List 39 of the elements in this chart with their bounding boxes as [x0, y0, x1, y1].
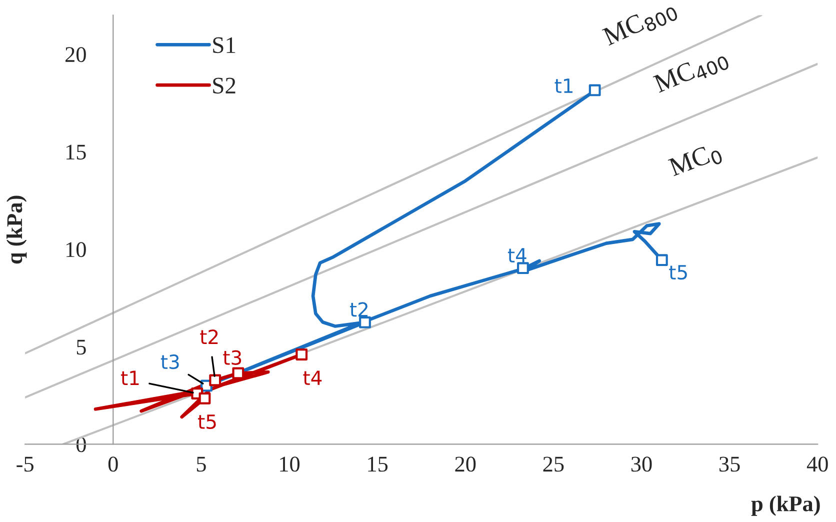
data-label: t4: [303, 370, 322, 385]
data-label: t4: [508, 248, 526, 262]
point: [296, 348, 308, 360]
data-label: t2: [200, 330, 218, 344]
point: [359, 316, 371, 328]
x-tick-label: 40: [806, 456, 828, 472]
text: MC$_{800}$: [602, 0, 679, 50]
point: [588, 84, 601, 96]
data-label: t2: [350, 302, 368, 317]
point: [232, 367, 244, 380]
data-label: t1: [121, 370, 139, 385]
text: MC$_{400}$: [652, 48, 730, 97]
y-axis-title: q (kPa): [6, 196, 27, 264]
y-tick-label: 20: [66, 47, 86, 62]
y-tick-label: 5: [76, 340, 86, 355]
y-tick-label: 15: [66, 144, 86, 160]
x-tick-label: 0: [108, 456, 118, 472]
x-tick-label: 35: [720, 456, 740, 472]
x-tick-label: 5: [196, 456, 206, 472]
data-label: t5: [198, 414, 216, 430]
y-tick-label: 10: [66, 242, 86, 258]
legend-label: S1: [213, 37, 236, 54]
data-label: t1: [554, 78, 572, 93]
x-axis-title: p (kPa): [751, 496, 820, 516]
legend-label: S2: [213, 78, 236, 94]
x-tick-label: 20: [455, 456, 476, 472]
point: [198, 392, 211, 404]
x-tick-label: 10: [280, 456, 300, 472]
data-label: t3: [160, 354, 179, 370]
x-tick-label: 15: [368, 456, 388, 472]
data-label: t5: [669, 265, 687, 280]
x-tick-label: 25: [543, 456, 564, 472]
point: [656, 254, 668, 266]
point: [517, 262, 529, 274]
text: MC$_{0}$: [668, 142, 724, 180]
x-tick-label: -5: [16, 456, 34, 472]
data-label: t3: [223, 350, 242, 365]
point: [209, 374, 222, 386]
x-tick-label: 30: [631, 456, 652, 472]
